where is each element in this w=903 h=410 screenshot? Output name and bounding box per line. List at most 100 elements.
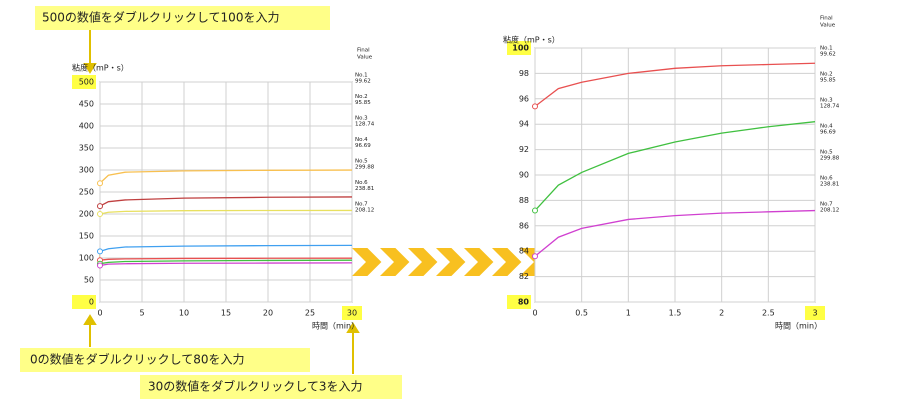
y-tick-label: 250 <box>79 188 94 197</box>
series-line <box>100 257 352 261</box>
series-line <box>100 196 352 207</box>
y-tick-label: 200 <box>79 210 94 219</box>
legend-name: No.7 <box>355 202 368 208</box>
chevron <box>380 248 410 276</box>
note: 500の数値をダブルクリックして100を入力 <box>42 10 279 25</box>
legend-title: Final <box>357 48 370 54</box>
x-tick-label: 1 <box>626 309 631 318</box>
series-line <box>535 209 815 257</box>
legend-value: 128.74 <box>355 122 375 128</box>
pointer-arrows <box>83 30 360 374</box>
x-axis-label: 時間（min） <box>775 322 822 331</box>
x-tick-label: 15 <box>221 309 231 318</box>
x-tick-label: 2.5 <box>762 309 775 318</box>
y-tick-label: 100 <box>79 254 94 263</box>
y-tick-label: 450 <box>79 100 94 109</box>
legend-value: 99.62 <box>355 79 371 85</box>
y-tick-label: 88 <box>519 196 529 205</box>
y-tick-label: 80 <box>518 298 530 307</box>
start-marker <box>97 248 103 255</box>
note-box <box>35 6 330 30</box>
legend-value: 96.69 <box>355 143 371 149</box>
legend-title: Value <box>820 23 836 29</box>
series-line <box>535 121 815 211</box>
y-axis-label: 粘度（mP・s） <box>72 63 129 73</box>
note-box <box>140 375 402 399</box>
tick-highlight <box>342 306 362 320</box>
legend-name: No.5 <box>820 150 833 156</box>
y-tick-label: 350 <box>79 144 94 153</box>
y-tick-label: 100 <box>512 44 529 53</box>
legend-value: 128.74 <box>820 104 840 110</box>
note-box <box>20 348 310 372</box>
start-marker <box>97 262 103 269</box>
legend-value: 208.12 <box>355 208 374 214</box>
y-tick-label: 86 <box>519 221 529 230</box>
y-tick-label: 500 <box>79 78 94 87</box>
legend-title: Final <box>820 16 833 22</box>
x-tick-label: 30 <box>347 309 357 318</box>
x-tick-label: 1.5 <box>669 309 682 318</box>
start-marker <box>532 207 538 214</box>
legend-value: 208.12 <box>820 208 839 214</box>
series-line <box>100 209 352 215</box>
series-line <box>535 62 815 107</box>
legend-name: No.6 <box>820 176 833 182</box>
chevron <box>408 248 438 276</box>
x-tick-label: 0 <box>532 309 537 318</box>
x-tick-label: 3 <box>812 309 817 318</box>
legend-value: 99.62 <box>820 52 836 58</box>
legend-name: No.1 <box>355 73 368 79</box>
y-tick-label: 150 <box>79 232 94 241</box>
series-line <box>100 259 352 265</box>
x-tick-label: 5 <box>139 309 144 318</box>
tick-highlight <box>72 75 96 89</box>
x-tick-label: 0.5 <box>575 309 588 318</box>
y-tick-label: 300 <box>79 166 94 175</box>
legend-value: 96.69 <box>820 130 836 136</box>
x-tick-label: 20 <box>263 309 273 318</box>
series-line <box>100 262 352 267</box>
tick-highlight <box>805 306 825 320</box>
legend-name: No.2 <box>820 72 833 78</box>
y-tick-label: 400 <box>79 122 94 131</box>
y-tick-label: 98 <box>519 69 529 78</box>
legend-name: No.1 <box>820 46 833 52</box>
y-axis-label: 粘度（mP・s） <box>503 35 560 45</box>
x-tick-label: 0 <box>97 309 102 318</box>
legend-value: 95.85 <box>355 100 371 106</box>
legend-name: No.2 <box>355 94 368 100</box>
start-marker <box>97 203 103 210</box>
x-tick-label: 10 <box>179 309 189 318</box>
y-tick-label: 82 <box>519 272 529 281</box>
legend-name: No.4 <box>355 137 368 143</box>
series-line <box>100 244 352 253</box>
legend-title: Value <box>357 55 373 61</box>
legend-name: No.3 <box>820 98 833 104</box>
legend-value: 238.81 <box>820 182 839 188</box>
legend-name: No.3 <box>355 116 368 122</box>
legend-value: 95.85 <box>820 78 836 84</box>
legend-name: No.5 <box>355 159 368 165</box>
y-tick-label: 0 <box>89 298 94 307</box>
chevron <box>352 248 382 276</box>
note: 30の数値をダブルクリックして3を入力 <box>148 379 363 394</box>
y-tick-label: 96 <box>519 94 529 103</box>
tick-highlight <box>72 295 96 309</box>
legend-name: No.7 <box>820 202 833 208</box>
legend-value: 299.88 <box>820 156 840 162</box>
x-axis-label: 時間（min） <box>312 322 359 331</box>
legend-value: 238.81 <box>355 186 374 192</box>
start-marker <box>97 211 103 217</box>
legend-value: 299.88 <box>355 165 375 171</box>
x-tick-label: 25 <box>305 309 315 318</box>
tick-highlight <box>507 41 531 55</box>
chevron <box>492 248 522 276</box>
tick-highlight <box>507 295 531 309</box>
legend-name: No.4 <box>820 124 833 130</box>
start-marker <box>97 180 103 187</box>
legend-name: No.6 <box>355 180 368 186</box>
chevron <box>464 248 494 276</box>
y-tick-label: 84 <box>519 247 529 256</box>
